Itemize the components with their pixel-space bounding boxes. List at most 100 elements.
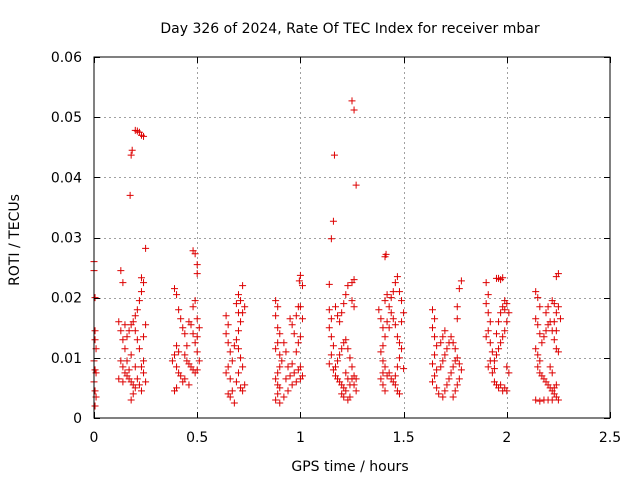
data-point (554, 270, 562, 278)
data-point (340, 300, 348, 308)
data-point (441, 387, 449, 395)
data-point (91, 294, 99, 302)
data-point (274, 369, 282, 377)
data-point (447, 369, 455, 377)
data-point (193, 261, 201, 269)
data-point (377, 375, 385, 383)
data-point (239, 363, 247, 371)
data-point (352, 387, 360, 395)
data-point (241, 303, 249, 311)
data-point (431, 351, 439, 359)
data-point (177, 315, 185, 323)
y-tick-label: 0.01 (51, 351, 82, 367)
data-point (193, 348, 201, 356)
data-point (505, 369, 513, 377)
data-point (195, 357, 203, 365)
data-point (170, 285, 178, 293)
data-point (352, 181, 360, 189)
data-point (232, 336, 240, 344)
data-point (431, 372, 439, 380)
data-point (536, 397, 544, 405)
data-point (127, 351, 135, 359)
data-point (495, 345, 503, 353)
data-point (168, 357, 176, 365)
data-point (484, 327, 492, 335)
data-point (484, 363, 492, 371)
data-point (542, 309, 550, 317)
data-point (230, 399, 238, 407)
data-point (276, 399, 284, 407)
data-point (91, 336, 99, 344)
data-point (534, 321, 542, 329)
data-point (381, 297, 389, 305)
data-point (435, 390, 443, 398)
data-point (497, 381, 505, 389)
data-point (290, 330, 298, 338)
data-point (381, 253, 389, 261)
data-point (137, 387, 145, 395)
data-point (119, 363, 127, 371)
data-point (346, 393, 354, 401)
data-point (133, 336, 141, 344)
data-point (556, 315, 564, 323)
data-point (499, 303, 507, 311)
data-point (400, 309, 408, 317)
data-point (91, 387, 99, 395)
data-point (336, 318, 344, 326)
data-point (272, 297, 280, 305)
data-point (544, 303, 552, 311)
data-point (385, 324, 393, 332)
x-axis-label: GPS time / hours (291, 459, 408, 475)
data-point (331, 363, 339, 371)
data-point (189, 303, 197, 311)
data-point (499, 274, 507, 282)
data-point (486, 318, 494, 326)
data-point (91, 402, 99, 410)
data-point (272, 396, 280, 404)
data-point (239, 282, 247, 290)
data-point (135, 345, 143, 353)
data-point (449, 393, 457, 401)
data-point (284, 363, 292, 371)
data-point (338, 345, 346, 353)
data-point (400, 365, 408, 373)
data-point (274, 339, 282, 347)
x-tick-label: 0.5 (186, 430, 208, 446)
data-point (234, 369, 242, 377)
data-point (127, 151, 135, 159)
data-point (552, 381, 560, 389)
data-point (497, 309, 505, 317)
data-point (334, 312, 342, 320)
data-point (175, 348, 183, 356)
data-point (191, 297, 199, 305)
data-point (327, 351, 335, 359)
data-point (453, 303, 461, 311)
y-axis-label: ROTI / TECUs (7, 194, 23, 286)
data-point (457, 366, 465, 374)
data-point (443, 345, 451, 353)
y-tick-label: 0.06 (51, 50, 82, 66)
data-point (325, 306, 333, 314)
data-point (501, 297, 509, 305)
data-point (503, 387, 511, 395)
data-point (140, 357, 148, 365)
y-tick-label: 0 (73, 411, 82, 427)
data-point (327, 333, 335, 341)
data-point (131, 312, 139, 320)
data-point (170, 387, 178, 395)
data-point (532, 345, 540, 353)
data-point (119, 336, 127, 344)
data-point (499, 333, 507, 341)
data-point (548, 369, 556, 377)
data-point (449, 339, 457, 347)
data-points (90, 97, 564, 410)
data-point (391, 381, 399, 389)
data-point (395, 354, 403, 362)
data-point (503, 318, 511, 326)
data-point (286, 372, 294, 380)
data-point (119, 378, 127, 386)
data-point (191, 250, 199, 258)
data-point (453, 381, 461, 389)
data-point (276, 351, 284, 359)
